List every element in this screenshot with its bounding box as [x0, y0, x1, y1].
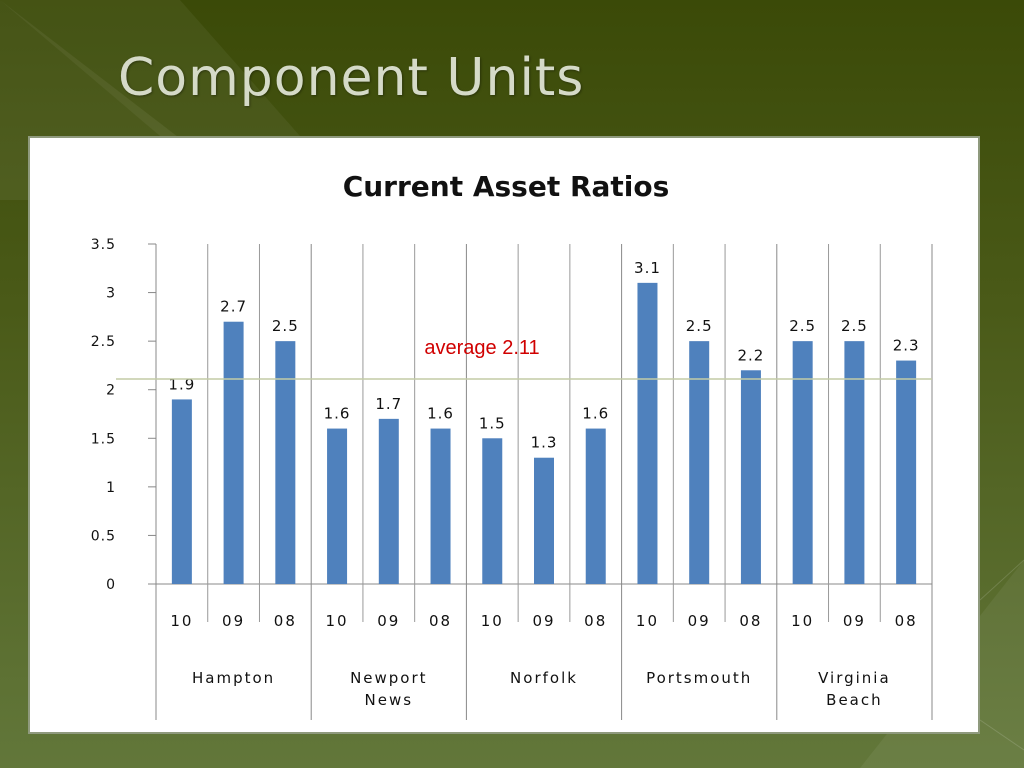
x-tick-label: 08: [584, 612, 607, 630]
x-tick-label: 08: [895, 612, 918, 630]
bar: [792, 341, 813, 584]
group-label: Beach: [826, 691, 882, 709]
y-tick-label: 3: [106, 286, 116, 302]
data-label: 1.9: [168, 375, 195, 393]
data-label: 2.5: [789, 317, 816, 335]
data-label: 1.6: [582, 405, 609, 423]
chart-title: Current Asset Ratios: [343, 170, 670, 203]
group-label: Newport: [350, 669, 427, 687]
bar: [534, 457, 554, 584]
y-tick-label: 1.5: [91, 431, 116, 447]
bar: [637, 282, 658, 584]
y-tick-label: 2.5: [91, 334, 116, 350]
data-label: 2.2: [738, 346, 765, 364]
bar: [585, 428, 606, 584]
bar: [223, 321, 244, 584]
y-tick-label: 2: [106, 383, 116, 399]
x-tick-label: 08: [274, 612, 297, 630]
x-tick-label: 08: [739, 612, 762, 630]
data-label: 2.5: [686, 317, 713, 335]
group-label: Hampton: [192, 669, 275, 687]
y-tick-label: 0.5: [91, 528, 116, 544]
bar: [171, 399, 192, 584]
bar: [740, 370, 761, 584]
data-label: 1.5: [479, 414, 506, 432]
x-tick-label: 09: [843, 612, 866, 630]
group-label: Virginia: [818, 669, 891, 687]
data-label: 2.5: [841, 317, 868, 335]
x-tick-label: 10: [481, 612, 504, 630]
data-label: 1.6: [324, 405, 351, 423]
y-tick-label: 1: [106, 480, 116, 496]
y-tick-label: 0: [106, 577, 116, 593]
x-tick-label: 09: [532, 612, 555, 630]
current-asset-ratios-chart: Current Asset Ratios 0 0.5 1 1.5 2 2.5 3 3.5 1.9 1…: [91, 170, 933, 720]
bar: [689, 341, 710, 584]
x-tick-label: 10: [791, 612, 814, 630]
x-tick-label: 10: [326, 612, 349, 630]
bar: [327, 428, 348, 584]
x-tick-label: 10: [170, 612, 193, 630]
bar: [844, 341, 865, 584]
x-tick-label: 08: [429, 612, 452, 630]
chart-container: Current Asset Ratios 0 0.5 1 1.5 2 2.5 3 3.5 1.9 1…: [28, 136, 980, 734]
data-label: 3.1: [634, 259, 661, 277]
group-label: Portsmouth: [646, 669, 752, 687]
group-label: Norfolk: [510, 669, 578, 687]
bar: [378, 418, 399, 584]
data-label: 2.5: [272, 317, 299, 335]
data-label: 2.7: [220, 298, 247, 316]
data-label: 1.6: [427, 405, 454, 423]
x-tick-label: 10: [636, 612, 659, 630]
y-tick-label: 3.5: [91, 237, 116, 253]
data-label: 1.7: [375, 395, 402, 413]
slide-title: Component Units: [118, 48, 585, 108]
x-tick-label: 09: [222, 612, 245, 630]
bar: [275, 341, 296, 584]
bar: [430, 428, 451, 584]
x-tick-label: 09: [377, 612, 400, 630]
data-label: 1.3: [531, 434, 558, 452]
average-label: average 2.11: [424, 337, 539, 359]
bar: [482, 438, 503, 584]
group-label: News: [365, 691, 414, 709]
data-label: 2.3: [893, 337, 920, 355]
bar: [896, 360, 917, 584]
x-tick-label: 09: [688, 612, 711, 630]
